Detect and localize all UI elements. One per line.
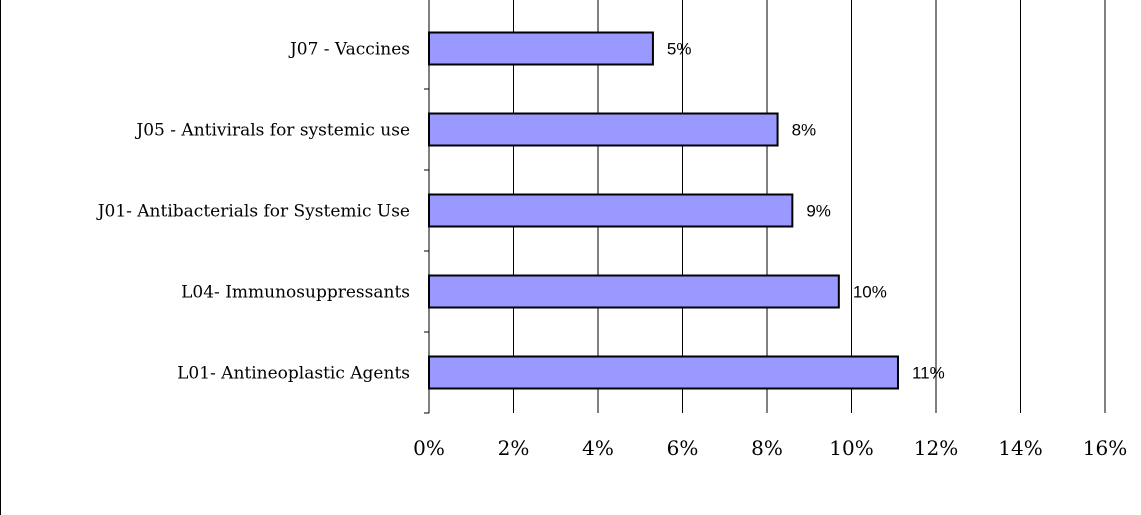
bar (428, 193, 794, 228)
x-tick-label: 8% (751, 436, 783, 460)
data-label: 11% (912, 364, 945, 383)
category-label: J01- Antibacterials for Systemic Use (96, 202, 410, 222)
category-label: J05 - Antivirals for systemic use (134, 121, 410, 141)
x-tick-label: 4% (582, 436, 614, 460)
category-label: L01- Antineoplastic Agents (177, 364, 410, 384)
bars (428, 31, 899, 390)
category-labels: J07 - Vaccines J05 - Antivirals for syste… (96, 40, 410, 384)
bar (428, 355, 899, 390)
data-label: 9% (806, 202, 831, 221)
category-label: J07 - Vaccines (288, 40, 410, 60)
x-tick-labels: 0% 2% 4% 6% 8% 10% 12% 14% 16% (413, 436, 1127, 460)
x-tick-label: 14% (998, 436, 1042, 460)
x-tick-label: 6% (667, 436, 699, 460)
x-tick-label: 0% (413, 436, 445, 460)
data-label: 10% (853, 283, 887, 302)
data-label: 5% (667, 40, 692, 59)
data-label: 8% (792, 121, 817, 140)
x-tick-label: 2% (498, 436, 530, 460)
x-tick-label: 16% (1083, 436, 1127, 460)
bar (428, 274, 840, 309)
data-labels: 5% 8% 9% 10% 11% (667, 40, 945, 383)
category-label: L04- Immunosuppressants (181, 283, 410, 303)
bar (428, 112, 779, 147)
x-tick-label: 10% (829, 436, 873, 460)
x-tick-label: 12% (914, 436, 958, 460)
bar (428, 31, 654, 66)
